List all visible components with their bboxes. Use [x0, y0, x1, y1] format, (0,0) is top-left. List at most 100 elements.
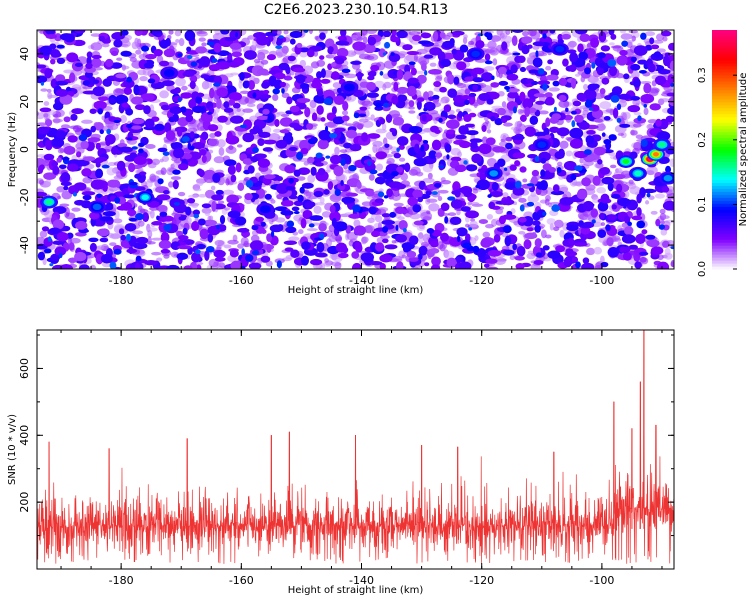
heatmap-blob — [172, 113, 179, 122]
heatmap-blob — [271, 30, 278, 34]
heatmap-speck — [315, 202, 326, 206]
heatmap-blob — [262, 147, 274, 152]
heatmap-speck — [558, 100, 570, 108]
heatmap-blob — [87, 137, 101, 143]
heatmap-blob — [128, 217, 138, 222]
heatmap-blob — [83, 156, 96, 162]
heatmap-blob — [500, 199, 515, 206]
heatmap-blob — [514, 160, 521, 167]
heatmap-blob — [573, 242, 588, 247]
heatmap-blob — [519, 166, 527, 173]
heatmap-blob — [159, 39, 169, 49]
colorbar-segment — [712, 119, 737, 124]
heatmap-blob — [81, 191, 96, 196]
heatmap-blob — [622, 252, 632, 261]
heatmap-blob — [113, 248, 122, 255]
heatmap-blob — [289, 105, 300, 113]
heatmap-blob — [576, 92, 586, 101]
heatmap-blob — [558, 94, 567, 102]
heatmap-blob — [511, 135, 525, 141]
heatmap-speck — [422, 177, 435, 183]
heatmap-blob — [320, 117, 326, 122]
heatmap-speck — [272, 93, 279, 101]
heatmap-blob — [181, 136, 190, 143]
heatmap-blob — [48, 227, 61, 235]
heatmap-blob — [477, 33, 484, 37]
heatmap-blob — [425, 190, 432, 196]
heatmap-blob — [131, 146, 138, 150]
colorbar-segment — [712, 35, 737, 40]
heatmap-blob — [56, 157, 62, 163]
heatmap-blob — [165, 130, 176, 141]
heatmap-blob — [489, 190, 503, 197]
heatmap-blob — [476, 179, 490, 191]
heatmap-blob — [329, 132, 338, 139]
heatmap-blob — [450, 156, 462, 162]
heatmap-speck — [600, 222, 606, 227]
heatmap-blob — [242, 158, 254, 165]
heatmap-blob — [539, 75, 549, 82]
heatmap-blob — [501, 41, 508, 51]
heatmap-blob — [454, 164, 467, 173]
heatmap-speck — [174, 30, 182, 37]
heatmap-blob — [257, 138, 265, 146]
heatmap-speck — [334, 146, 340, 156]
heatmap-blob — [363, 43, 376, 54]
heatmap-speck — [426, 198, 438, 203]
colorbar-segment — [712, 68, 737, 73]
heatmap-speck — [288, 236, 300, 242]
heatmap-blob — [239, 124, 248, 129]
heatmap-blob — [408, 61, 416, 66]
heatmap-blob — [630, 63, 641, 71]
heatmap-blob — [229, 249, 239, 258]
heatmap-blob — [52, 165, 60, 176]
heatmap-blob — [184, 206, 192, 216]
heatmap-blob — [184, 30, 196, 42]
heatmap-blob — [331, 62, 337, 67]
heatmap-blob — [331, 71, 340, 80]
heatmap-blob — [228, 99, 236, 106]
heatmap-speck — [156, 257, 163, 262]
heatmap-blob — [235, 162, 242, 173]
heatmap-speck — [437, 189, 449, 194]
heatmap-blob — [471, 153, 482, 164]
heatmap-blob — [368, 206, 377, 215]
colorbar-segment — [712, 134, 737, 139]
heatmap-blob — [429, 248, 440, 254]
heatmap-blob — [93, 100, 107, 110]
heatmap-blob — [49, 43, 57, 50]
heatmap-blob — [105, 58, 114, 67]
heatmap-speck — [559, 140, 569, 149]
heatmap-blob — [534, 224, 541, 233]
heatmap-blob — [351, 251, 360, 259]
heatmap-speck — [65, 212, 76, 220]
heatmap-blob — [186, 46, 192, 52]
heatmap-blob — [177, 69, 187, 79]
heatmap-blob — [552, 80, 560, 87]
heatmap-ytick-label: -40 — [18, 236, 31, 254]
heatmap-blob — [526, 183, 535, 187]
heatmap-blob — [113, 39, 123, 48]
colorbar-segment — [712, 152, 737, 157]
heatmap-blob — [45, 34, 58, 39]
heatmap-blob — [272, 88, 280, 95]
heatmap-blob — [417, 196, 424, 203]
heatmap-blob — [583, 149, 592, 156]
heatmap-blob — [608, 65, 618, 77]
heatmap-blob — [456, 227, 468, 237]
heatmap-speck — [224, 207, 231, 211]
heatmap-blob — [276, 260, 282, 269]
heatmap-blob — [665, 165, 671, 174]
colorbar-segment — [712, 98, 737, 103]
heatmap-blob — [43, 153, 55, 161]
heatmap-blob — [226, 131, 233, 142]
heatmap-blob — [208, 64, 221, 72]
heatmap-blob — [189, 80, 196, 90]
heatmap-blob — [420, 62, 427, 72]
heatmap-speck — [422, 164, 433, 173]
heatmap-blob — [151, 221, 163, 226]
heatmap-blob — [72, 192, 77, 197]
heatmap-speck — [630, 129, 635, 136]
heatmap-blob — [211, 194, 224, 201]
heatmap-blob — [592, 175, 601, 186]
